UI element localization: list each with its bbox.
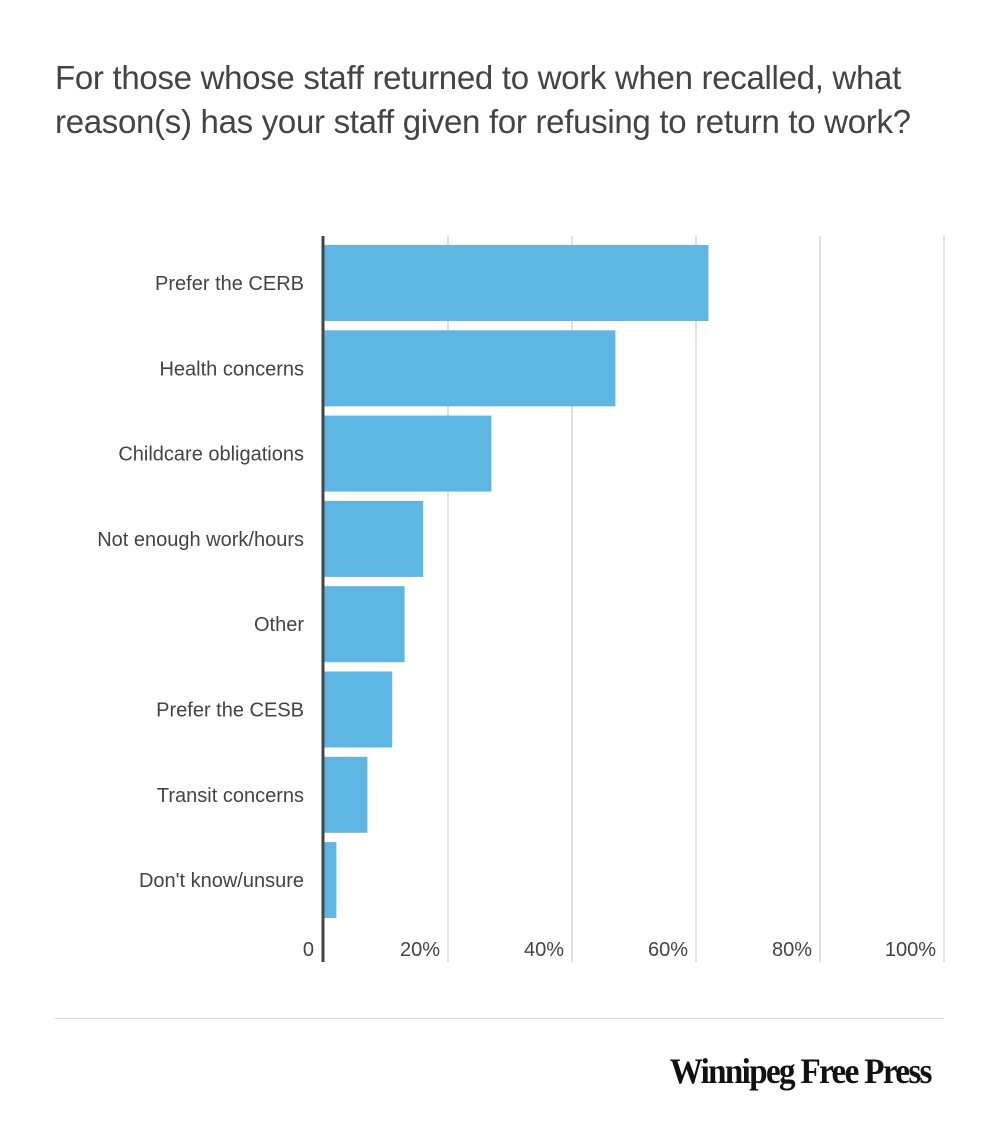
x-tick-labels: 0 20% 40% 60% 80% 100%	[303, 939, 936, 961]
bar	[324, 245, 709, 321]
category-label: Prefer the CERB	[155, 273, 304, 295]
bar	[324, 415, 492, 492]
x-tick-label: 80%	[772, 939, 812, 961]
bar	[324, 586, 405, 663]
x-tick-label: 60%	[648, 939, 688, 961]
x-tick-label: 40%	[524, 939, 564, 961]
bar	[324, 756, 368, 833]
category-label: Not enough work/hours	[97, 529, 304, 551]
x-tick-label: 100%	[885, 939, 936, 961]
x-tick-label: 20%	[400, 939, 440, 961]
footer-divider	[55, 1018, 944, 1019]
category-label: Other	[254, 614, 304, 636]
category-label: Health concerns	[159, 358, 304, 380]
category-label: Childcare obligations	[118, 444, 304, 466]
category-label: Transit concerns	[157, 785, 304, 807]
publisher-logo: Winnipeg Free Press	[669, 1051, 933, 1091]
category-labels: Prefer the CERB Health concerns Childcare …	[97, 273, 304, 892]
category-label: Don't know/unsure	[139, 870, 304, 892]
x-tick-label: 0	[303, 939, 314, 961]
chart-title: For those whose staff returned to work w…	[55, 59, 911, 140]
bar	[324, 330, 616, 407]
bar-chart: Prefer the CERB Health concerns Childcare …	[97, 236, 945, 962]
bars	[324, 245, 709, 919]
bar	[324, 671, 393, 748]
category-label: Prefer the CESB	[156, 700, 304, 722]
bar	[324, 842, 337, 919]
bar	[324, 500, 424, 577]
